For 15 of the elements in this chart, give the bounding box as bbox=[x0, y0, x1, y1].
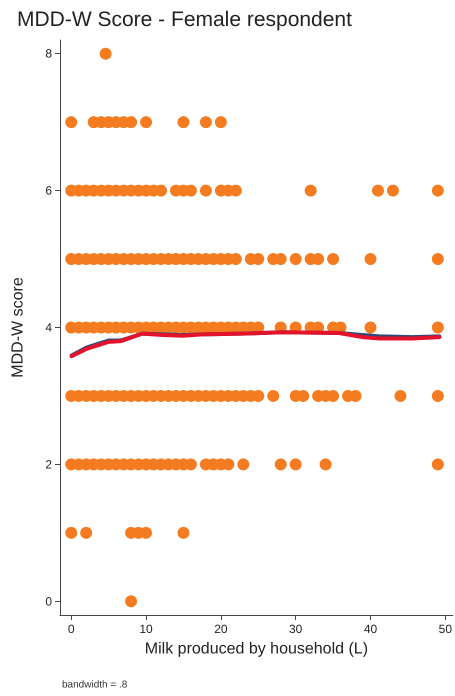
x-axis-title: Milk produced by household (L) bbox=[144, 640, 368, 658]
x-tick-label: 50 bbox=[438, 622, 452, 636]
y-tick-label: 6 bbox=[45, 184, 52, 198]
x-tick-label: 40 bbox=[364, 622, 378, 636]
x-tick-label: 0 bbox=[68, 622, 75, 636]
x-tick-label: 10 bbox=[139, 622, 154, 636]
y-axis-title: MDD-W score bbox=[10, 277, 26, 378]
y-tick-label: 0 bbox=[45, 594, 52, 608]
y-tick-label: 8 bbox=[45, 46, 52, 61]
x-tick-label: 20 bbox=[214, 622, 228, 636]
text: bandwidth = .8 bbox=[62, 680, 128, 690]
x-tick-label: 30 bbox=[289, 622, 303, 636]
y-tick-label: 4 bbox=[45, 320, 52, 334]
y-tick-label: 2 bbox=[45, 457, 52, 472]
chart-title: MDD-W Score - Female respondent bbox=[17, 8, 352, 31]
